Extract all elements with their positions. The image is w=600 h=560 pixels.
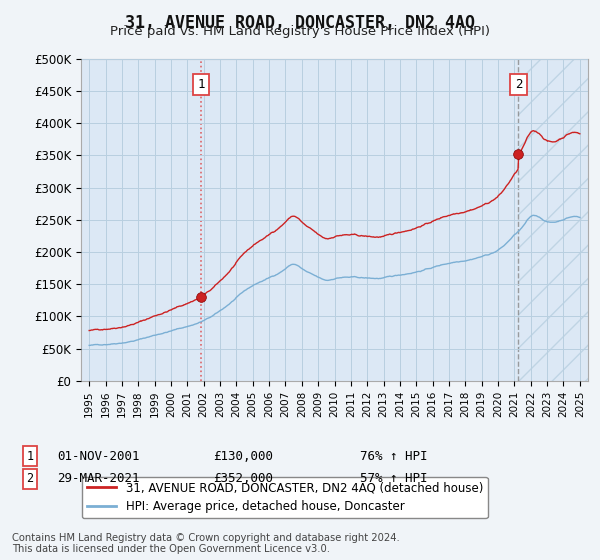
Text: 76% ↑ HPI: 76% ↑ HPI: [360, 450, 427, 463]
Text: Contains HM Land Registry data © Crown copyright and database right 2024.
This d: Contains HM Land Registry data © Crown c…: [12, 533, 400, 554]
Bar: [518, 59, 588, 381]
Legend: 31, AVENUE ROAD, DONCASTER, DN2 4AQ (detached house), HPI: Average price, detach: 31, AVENUE ROAD, DONCASTER, DN2 4AQ (det…: [82, 477, 488, 518]
Bar: [518, 59, 588, 381]
Text: £130,000: £130,000: [213, 450, 273, 463]
Text: 2: 2: [515, 78, 522, 91]
Text: £352,000: £352,000: [213, 472, 273, 486]
Text: 1: 1: [26, 450, 34, 463]
Text: Price paid vs. HM Land Registry's House Price Index (HPI): Price paid vs. HM Land Registry's House …: [110, 25, 490, 38]
Text: 2: 2: [26, 472, 34, 486]
Text: 31, AVENUE ROAD, DONCASTER, DN2 4AQ: 31, AVENUE ROAD, DONCASTER, DN2 4AQ: [125, 14, 475, 32]
Text: 01-NOV-2001: 01-NOV-2001: [57, 450, 139, 463]
Text: 57% ↑ HPI: 57% ↑ HPI: [360, 472, 427, 486]
Text: 1: 1: [197, 78, 205, 91]
Text: 29-MAR-2021: 29-MAR-2021: [57, 472, 139, 486]
